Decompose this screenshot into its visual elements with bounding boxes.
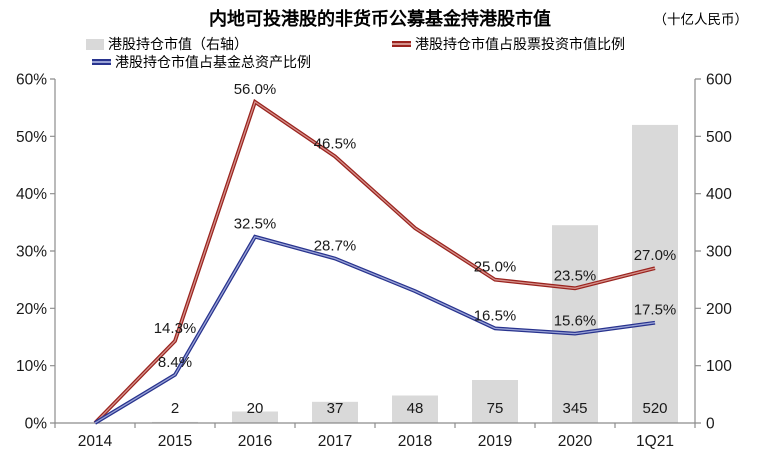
legend-label: 港股持仓市值（右轴）: [108, 38, 248, 53]
left-axis-tick-label: 50%: [16, 129, 47, 146]
bar-value-label: 520: [642, 400, 667, 417]
x-axis-category-label: 2015: [158, 433, 192, 450]
left-axis-tick-label: 10%: [16, 358, 47, 375]
line-point-label: 23.5%: [554, 267, 597, 284]
x-axis-category-label: 2016: [238, 433, 272, 450]
blue-line-swatch-icon: [92, 59, 111, 65]
red-line-swatch-icon: [392, 41, 411, 47]
bar-value-label: 345: [562, 400, 587, 417]
left-axis-tick-label: 60%: [16, 72, 47, 89]
line-point-label: 15.6%: [554, 313, 597, 330]
bar-2020: [552, 225, 598, 423]
line-point-label: 17.5%: [634, 302, 677, 319]
legend-label: 港股持仓市值占股票投资市值比例: [415, 38, 625, 53]
x-axis-category-label: 2019: [478, 433, 512, 450]
bar-value-label: 2: [171, 400, 179, 417]
right-axis-tick-label: 100: [706, 358, 732, 375]
left-axis-tick-label: 30%: [16, 244, 47, 261]
line-point-label: 56.0%: [234, 81, 277, 98]
right-axis-tick-label: 300: [706, 244, 732, 261]
x-axis-category-label: 2017: [318, 433, 352, 450]
line-point-label: 27.0%: [634, 247, 677, 264]
bar-value-label: 20: [247, 400, 264, 417]
legend-item-blue-line: 港股持仓市值占基金总资产比例: [92, 54, 311, 71]
x-axis-category-label: 2020: [558, 433, 593, 450]
line-point-label: 25.0%: [474, 259, 517, 276]
x-axis-category-label: 2014: [78, 433, 113, 450]
right-axis-tick-label: 600: [706, 72, 732, 89]
bar-value-label: 75: [487, 400, 504, 417]
right-axis-tick-label: 200: [706, 301, 732, 318]
bar-2019: [472, 380, 518, 423]
line-series-inner-blue: [94, 235, 656, 424]
line-series-inner-red: [94, 100, 656, 424]
line-point-label: 28.7%: [314, 238, 357, 255]
right-axis-tick-label: 400: [706, 186, 732, 203]
line-point-label: 32.5%: [234, 216, 277, 233]
gray-bar-swatch-icon: [86, 38, 104, 50]
right-axis-tick-label: 500: [706, 129, 732, 146]
bar-value-label: 37: [327, 400, 344, 417]
bar-2017: [312, 401, 358, 423]
chart-title: 内地可投港股的非货币公募基金持港股市值: [209, 9, 551, 29]
x-axis-category-label: 1Q21: [636, 433, 674, 450]
legend-label: 港股持仓市值占基金总资产比例: [115, 56, 311, 71]
bar-2016: [232, 411, 278, 423]
bar-2018: [392, 395, 438, 423]
right-axis-unit-label: （十亿人民币）: [653, 12, 749, 27]
left-axis-tick-label: 20%: [16, 301, 47, 318]
line-point-label: 8.4%: [158, 354, 192, 371]
x-axis-category-label: 2018: [398, 433, 432, 450]
legend-item-bar: 港股持仓市值（右轴）: [86, 36, 248, 53]
left-axis-tick-label: 0%: [25, 416, 48, 433]
right-axis-tick-label: 0: [706, 416, 715, 433]
axes: [50, 78, 701, 428]
line-point-label: 14.3%: [154, 320, 197, 337]
line-point-label: 16.5%: [474, 307, 517, 324]
bar-value-label: 48: [407, 400, 424, 417]
legend-item-red-line: 港股持仓市值占股票投资市值比例: [392, 36, 625, 53]
line-point-label: 46.5%: [314, 135, 357, 152]
left-axis-tick-label: 40%: [16, 186, 47, 203]
